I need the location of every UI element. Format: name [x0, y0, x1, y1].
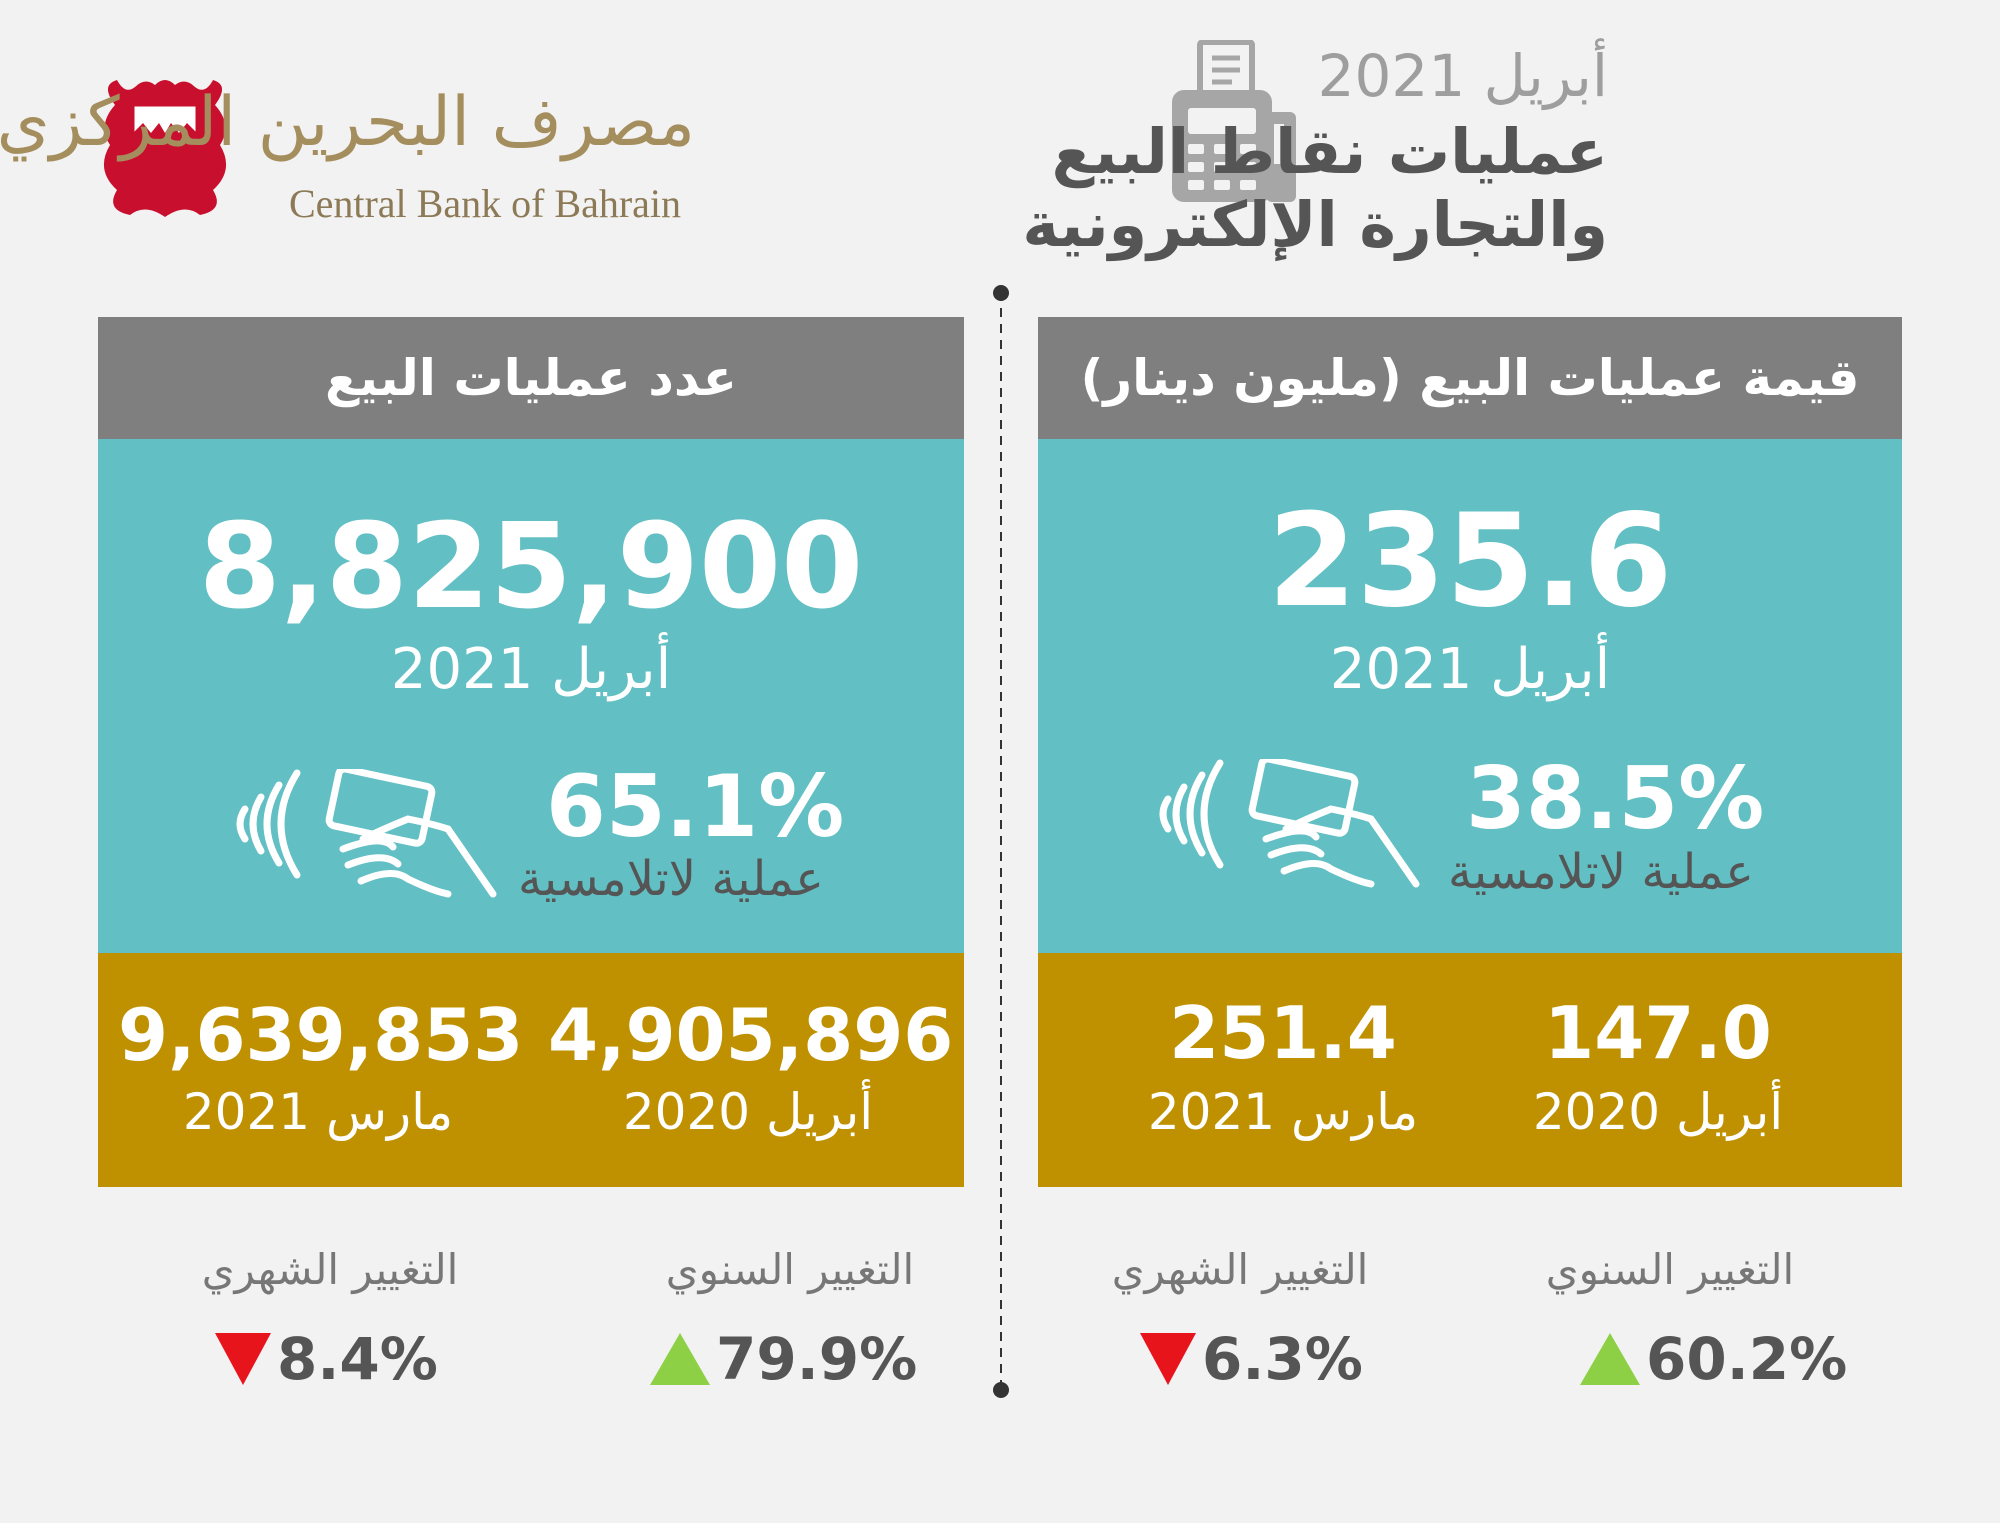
- contactless-percentage: 65.1%: [546, 757, 845, 857]
- center-divider: [1000, 292, 1002, 1390]
- monthly-change-value: 8.4%: [277, 1325, 438, 1393]
- down-arrow-icon: [1140, 1333, 1196, 1385]
- contactless-card-icon: [1159, 759, 1420, 888]
- monthly-change-label: التغيير الشهري: [201, 1245, 459, 1294]
- pos-terminal-icon: [1172, 40, 1296, 202]
- contactless-label: عملية لاتلامسية: [518, 851, 824, 907]
- contactless-label: عملية لاتلامسية: [1448, 844, 1754, 900]
- main-date: أبريل 2021: [1329, 637, 1611, 702]
- monthly-change-indicator: 6.3%: [1140, 1325, 1363, 1393]
- prev-month-date: مارس 2021: [182, 1083, 454, 1141]
- prev-month-value: 251.4: [1169, 991, 1397, 1075]
- monthly-change-indicator: 8.4%: [215, 1325, 438, 1393]
- divider-dot-top: [993, 285, 1009, 301]
- divider-dot-bottom: [993, 1382, 1009, 1398]
- panel-comparison-section: 4,905,896 أبريل 2020 9,639,853 مارس 2021: [98, 953, 964, 1187]
- contactless-card-icon: [236, 769, 497, 898]
- page-title-line-2: والتجارة الإلكترونية: [1022, 188, 1608, 261]
- annual-change-indicator: 79.9%: [650, 1325, 917, 1393]
- main-value: 8,825,900: [198, 497, 864, 635]
- annual-change-value: 60.2%: [1646, 1325, 1848, 1393]
- annual-change-value: 79.9%: [716, 1325, 918, 1393]
- up-arrow-icon: [650, 1333, 710, 1385]
- page-title-line-1: عمليات نقاط البيع: [1051, 115, 1608, 188]
- report-date: أبريل 2021: [1317, 42, 1608, 110]
- annual-change-label: التغيير السنوي: [1545, 1245, 1795, 1294]
- prev-year-date: أبريل 2020: [1532, 1083, 1784, 1141]
- sales-count-panel: عدد عمليات البيع 8,825,900 أبريل 2021 65…: [98, 317, 964, 1187]
- bank-name-english: Central Bank of Bahrain: [288, 181, 682, 226]
- panel-comparison-section: 147.0 أبريل 2020 251.4 مارس 2021: [1038, 953, 1902, 1187]
- sales-value-panel: قيمة عمليات البيع (مليون دينار) 235.6 أب…: [1038, 317, 1902, 1187]
- prev-month-date: مارس 2021: [1147, 1083, 1419, 1141]
- monthly-change-label: التغيير الشهري: [1111, 1245, 1369, 1294]
- prev-year-value: 147.0: [1544, 991, 1772, 1075]
- prev-year-date: أبريل 2020: [622, 1083, 874, 1141]
- bank-name-arabic: مصرف البحرين المركزي: [0, 83, 695, 162]
- panel-header: عدد عمليات البيع: [98, 317, 964, 439]
- down-arrow-icon: [215, 1333, 271, 1385]
- main-date: أبريل 2021: [390, 637, 672, 702]
- annual-change-indicator: 60.2%: [1580, 1325, 1847, 1393]
- contactless-percentage: 38.5%: [1466, 749, 1765, 849]
- bahrain-emblem-icon: [103, 80, 227, 217]
- monthly-change-value: 6.3%: [1202, 1325, 1363, 1393]
- panel-main-section: 8,825,900 أبريل 2021 65.1% عملية لاتلامس…: [98, 439, 964, 953]
- prev-year-value: 4,905,896: [548, 993, 954, 1077]
- main-value: 235.6: [1267, 487, 1673, 636]
- prev-month-value: 9,639,853: [118, 993, 524, 1077]
- annual-change-label: التغيير السنوي: [665, 1245, 915, 1294]
- panel-main-section: 235.6 أبريل 2021 38.5% عملية لاتلامسية: [1038, 439, 1902, 953]
- up-arrow-icon: [1580, 1333, 1640, 1385]
- panel-header: قيمة عمليات البيع (مليون دينار): [1038, 317, 1902, 439]
